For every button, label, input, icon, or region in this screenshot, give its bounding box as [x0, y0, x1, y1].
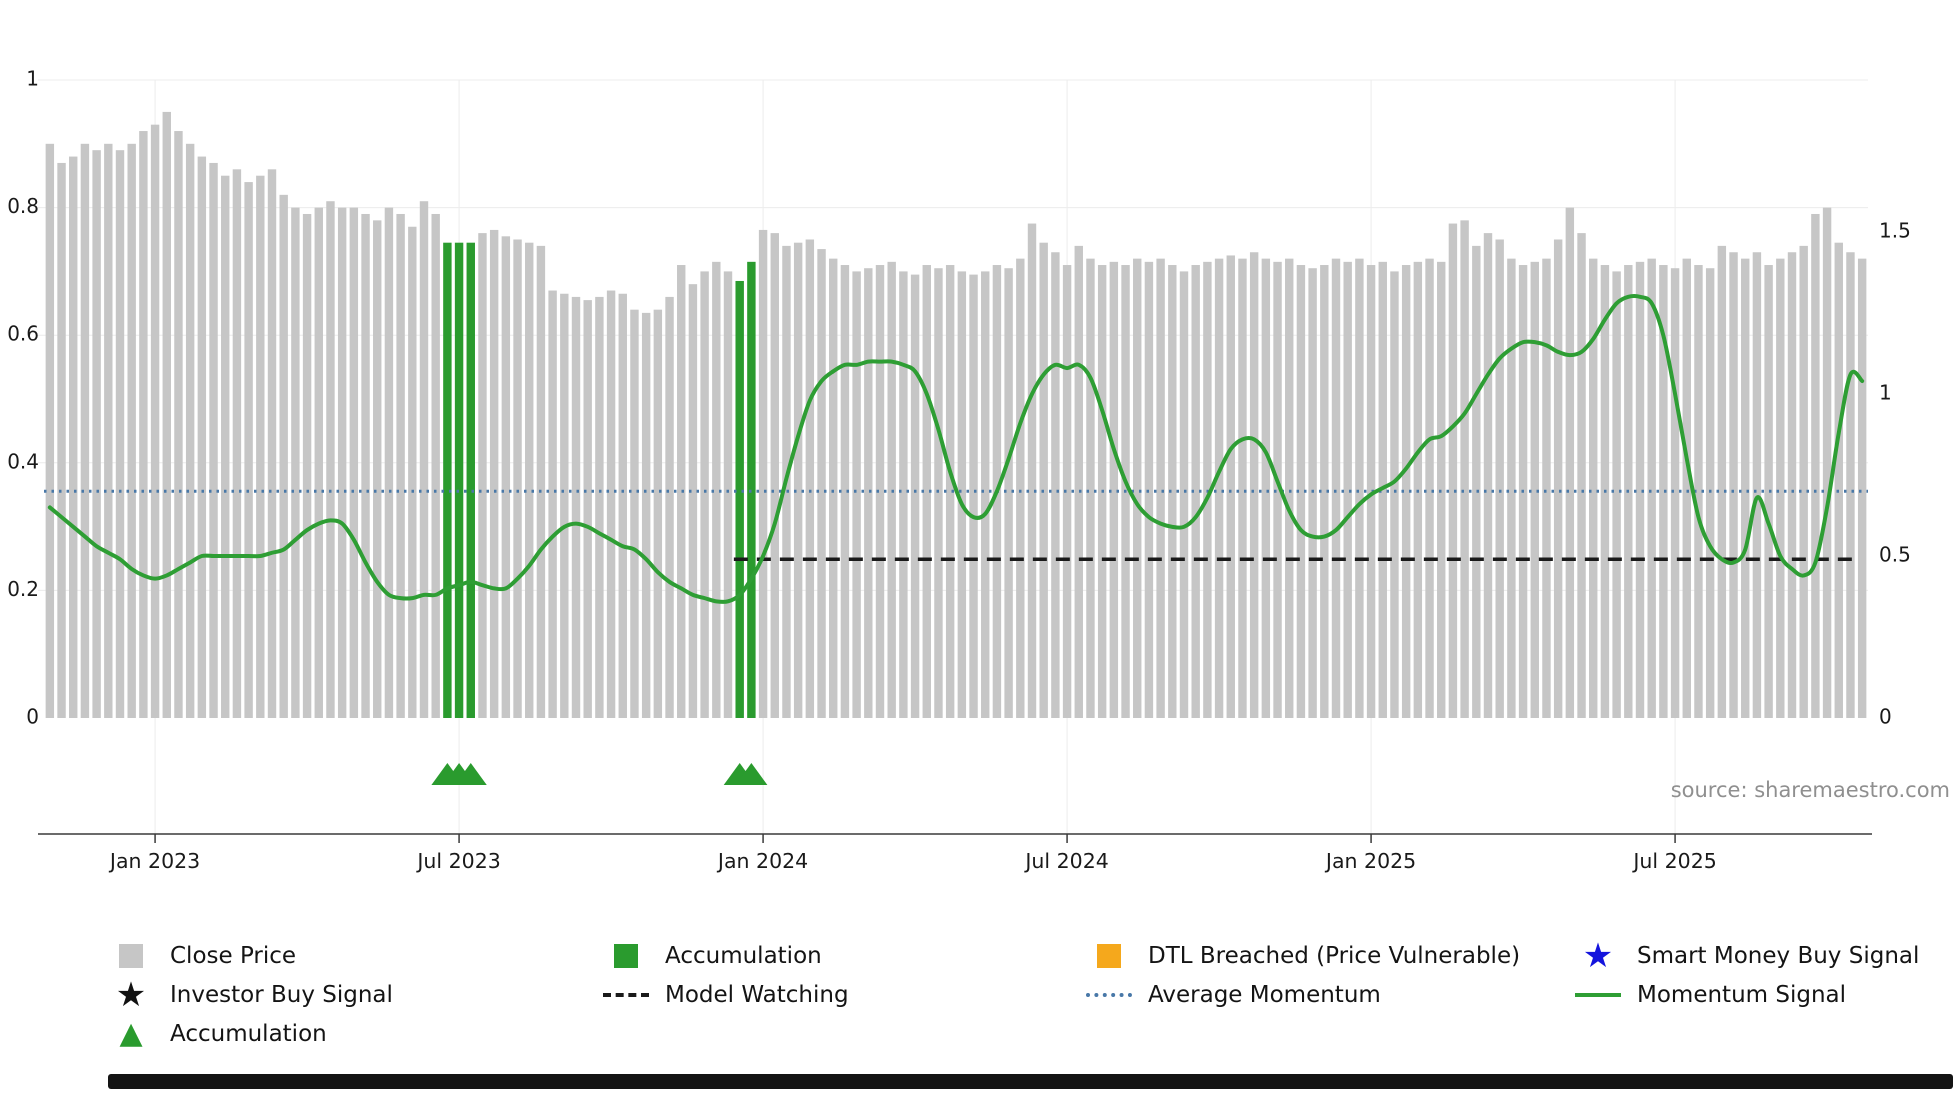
- x-axis-tick-label: Jul 2025: [1631, 849, 1716, 873]
- left-axis-tick-label: 0.8: [7, 194, 39, 218]
- legend-label: Accumulation: [665, 942, 822, 969]
- legend-item-dtl-breached: DTL Breached (Price Vulnerable): [1086, 936, 1520, 975]
- legend-label: Investor Buy Signal: [170, 981, 393, 1008]
- legend-item-momentum-signal: Momentum Signal: [1575, 975, 1919, 1014]
- legend-column-3: DTL Breached (Price Vulnerable) Average …: [1086, 936, 1520, 1014]
- average-momentum-line-icon: [1086, 992, 1132, 997]
- accumulation-swatch: [614, 943, 638, 968]
- model-watching-line-icon: [603, 992, 649, 997]
- legend-item-average-momentum: Average Momentum: [1086, 975, 1520, 1014]
- x-axis-tick-label: Jan 2024: [716, 849, 808, 873]
- legend-item-accumulation-marker: ▲ Accumulation: [108, 1014, 393, 1053]
- x-axis-tick-label: Jul 2024: [1023, 849, 1108, 873]
- bottom-scrollbar[interactable]: [108, 1074, 1953, 1089]
- legend-column-4: ★ Smart Money Buy Signal Momentum Signal: [1575, 936, 1919, 1014]
- legend-label: Average Momentum: [1148, 981, 1381, 1008]
- left-axis-tick-label: 0: [26, 705, 39, 729]
- left-axis-tick-label: 0.6: [7, 322, 39, 346]
- legend-label: DTL Breached (Price Vulnerable): [1148, 942, 1521, 969]
- legend-column-2: Accumulation Model Watching: [603, 936, 849, 1014]
- legend-item-investor-buy-signal: ★ Investor Buy Signal: [108, 975, 393, 1014]
- right-axis-tick-label: 0: [1879, 705, 1892, 729]
- legend: Close Price ★ Investor Buy Signal ▲ Accu…: [0, 936, 1960, 1076]
- x-axis-tick-label: Jan 2025: [1324, 849, 1416, 873]
- legend-label: Model Watching: [665, 981, 849, 1008]
- axis-labels: 0 0.2 0.4 0.6 0.8 1 0 0.5 1 1.5: [7, 67, 1911, 729]
- investor-buy-star-icon: ★: [115, 974, 147, 1015]
- legend-item-smart-money-buy-signal: ★ Smart Money Buy Signal: [1575, 935, 1920, 976]
- momentum-line-icon: [1575, 992, 1621, 997]
- left-axis-tick-label: 0.2: [7, 577, 39, 601]
- legend-label: Accumulation: [170, 1020, 327, 1047]
- legend-item-model-watching: Model Watching: [603, 975, 849, 1014]
- smart-money-star-icon: ★: [1582, 935, 1614, 976]
- accumulation-triangle-icon: ▲: [119, 1015, 143, 1051]
- x-axis-tick-label: Jul 2023: [415, 849, 500, 873]
- right-axis-tick-label: 0.5: [1879, 543, 1911, 567]
- close-price-bars: [45, 111, 1867, 719]
- left-axis-tick-label: 1: [26, 67, 39, 91]
- source-attribution: source: sharemaestro.com: [1670, 778, 1950, 802]
- x-axis-tick-label: Jan 2023: [108, 849, 200, 873]
- close-price-swatch: [119, 943, 143, 968]
- legend-item-accumulation-bar: Accumulation: [603, 936, 849, 975]
- price-momentum-chart: 0 0.2 0.4 0.6 0.8 1 0 0.5 1 1.5 Jan 2023 Jul 2023 Ja…: [7, 67, 1911, 874]
- right-axis-tick-label: 1: [1879, 381, 1892, 405]
- legend-label: Close Price: [170, 942, 297, 969]
- legend-column-1: Close Price ★ Investor Buy Signal ▲ Accu…: [108, 936, 393, 1053]
- legend-label: Smart Money Buy Signal: [1637, 942, 1920, 969]
- dtl-breached-swatch: [1097, 943, 1121, 968]
- legend-item-close-price: Close Price: [108, 936, 393, 975]
- accumulation-markers: [431, 763, 768, 785]
- momentum-signal-line: [47, 293, 1865, 604]
- right-axis-tick-label: 1.5: [1879, 219, 1911, 243]
- legend-label: Momentum Signal: [1637, 981, 1847, 1008]
- left-axis-tick-label: 0.4: [7, 449, 39, 473]
